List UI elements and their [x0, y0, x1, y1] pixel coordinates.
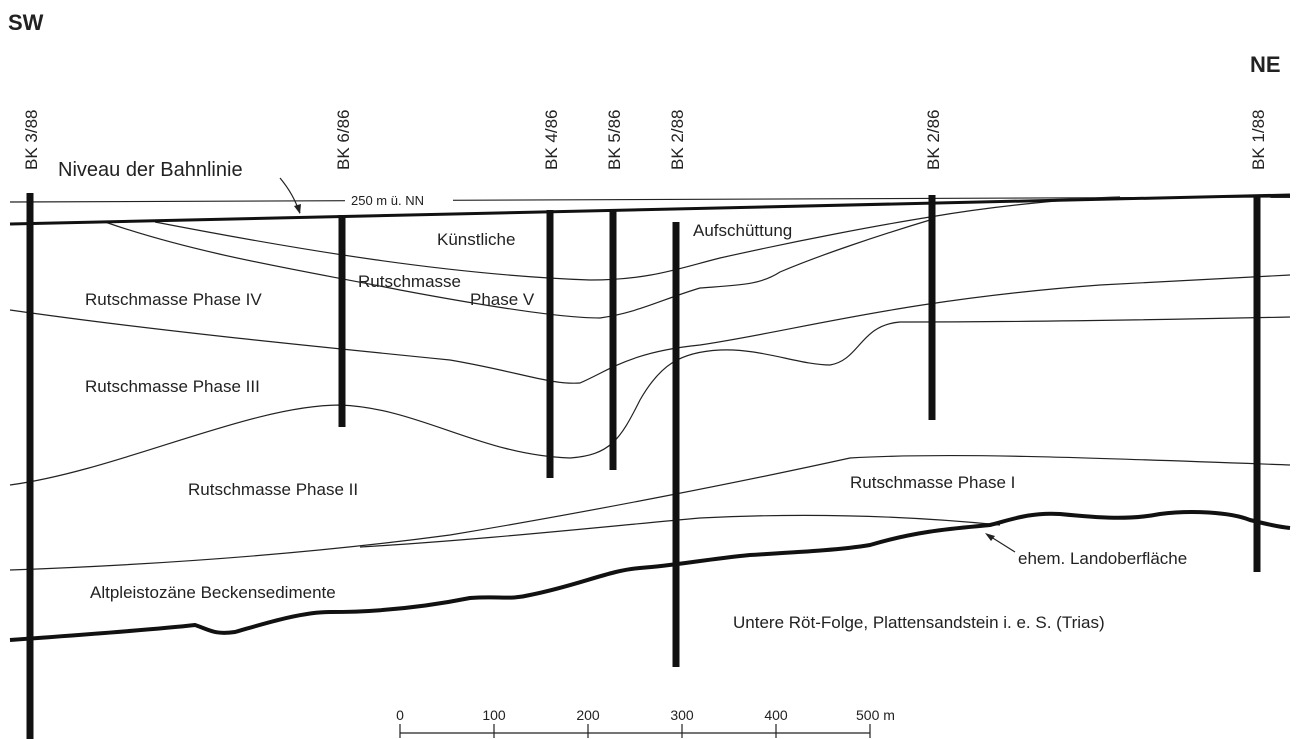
- layer-label: Rutschmasse Phase IV: [85, 290, 262, 309]
- borehole-label: BK 6/86: [334, 110, 353, 171]
- direction-label: SW: [8, 10, 44, 35]
- arrow-head: [294, 204, 301, 214]
- borehole-label: BK 5/86: [605, 110, 624, 171]
- scale-label: 300: [670, 707, 694, 723]
- borehole-label: BK 3/88: [22, 110, 41, 171]
- layer-label: Untere Röt-Folge, Plattensandstein i. e.…: [733, 613, 1105, 632]
- arrow-head: [985, 533, 995, 541]
- layer-labels: Künstliche Aufschüttung Rutschmasse Phas…: [85, 221, 1105, 632]
- layer-label: Rutschmasse: [358, 272, 461, 291]
- annotation: ehem. Landoberfläche: [1018, 549, 1187, 568]
- layer-boundaries: [10, 195, 1290, 640]
- boreholes: [30, 193, 1257, 739]
- layer-label: Rutschmasse Phase II: [188, 480, 358, 499]
- layer-label: Rutschmasse Phase I: [850, 473, 1015, 492]
- layer-label: Phase V: [470, 290, 535, 309]
- scale-bar: 0 100 200 300 400 500 m: [396, 707, 895, 738]
- scale-label: 400: [764, 707, 788, 723]
- scale-label: 200: [576, 707, 600, 723]
- borehole-label: BK 2/86: [924, 110, 943, 171]
- borehole-label: BK 2/88: [668, 110, 687, 171]
- direction-label: NE: [1250, 52, 1281, 77]
- cross-section: BK 3/88 BK 6/86 BK 4/86 BK 5/86 BK 2/88 …: [0, 0, 1302, 739]
- layer-label: Rutschmasse Phase III: [85, 377, 260, 396]
- annotation: 250 m ü. NN: [351, 193, 424, 208]
- borehole-label: BK 1/88: [1249, 110, 1268, 171]
- annotation: Niveau der Bahnlinie: [58, 159, 243, 181]
- scale-label: 100: [482, 707, 506, 723]
- scale-label: 500 m: [856, 707, 895, 723]
- scale-label: 0: [396, 707, 404, 723]
- borehole-label: BK 4/86: [542, 110, 561, 171]
- layer-label: Aufschüttung: [693, 221, 792, 240]
- layer-label: Künstliche: [437, 230, 515, 249]
- layer-label: Altpleistozäne Beckensedimente: [90, 583, 336, 602]
